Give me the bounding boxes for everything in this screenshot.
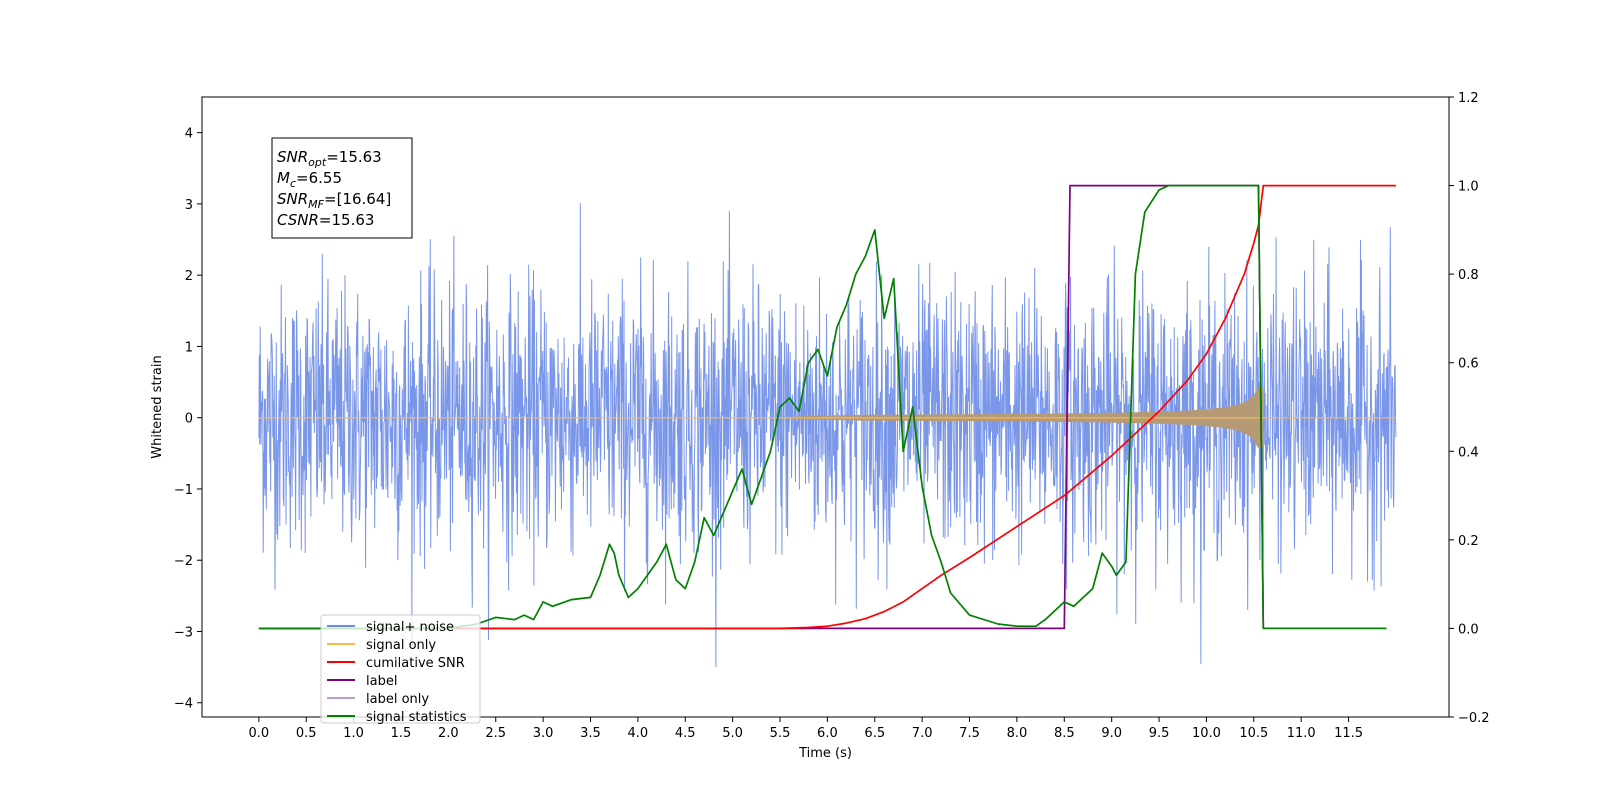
x-tick-label: 0.5 xyxy=(296,726,317,741)
x-tick-label: 9.5 xyxy=(1149,726,1170,741)
y2-tick-label: 0.6 xyxy=(1458,357,1479,372)
y2-tick-label: 0.2 xyxy=(1458,534,1479,549)
legend-entry: label only xyxy=(366,692,429,707)
x-tick-label: 8.5 xyxy=(1054,726,1075,741)
x-tick-label: 5.5 xyxy=(770,726,791,741)
chirp-layer xyxy=(258,387,1396,448)
y2-tick-label: −0.2 xyxy=(1458,711,1490,726)
y2-tick-label: 0.4 xyxy=(1458,445,1479,460)
x-tick-label: 2.5 xyxy=(485,726,506,741)
y2-tick-label: 0.8 xyxy=(1458,268,1479,283)
y2-tick-label: 1.2 xyxy=(1458,91,1479,106)
x-tick-label: 10.5 xyxy=(1239,726,1268,741)
annotation-line: SNR xyxy=(277,148,308,166)
y-tick-label: 1 xyxy=(185,340,193,355)
legend-entry: label xyxy=(366,674,397,689)
y-axis-label: Whitened strain xyxy=(150,355,165,458)
plot-frame xyxy=(201,96,1450,718)
legend-entry: signal statistics xyxy=(366,710,467,725)
y-tick-label: 3 xyxy=(185,198,193,213)
y-tick-label: 0 xyxy=(185,412,193,427)
series-signal-noise-line xyxy=(258,202,1397,668)
y2-tick-label: 0.0 xyxy=(1458,622,1479,637)
x-tick-label: 7.0 xyxy=(912,726,933,741)
y-axis-right: −0.2 0.0 0.2 0.4 0.6 0.8 1.0 1.2 xyxy=(1449,91,1490,726)
legend: signal+ noise signal only cumilative SNR la… xyxy=(320,614,481,725)
x-tick-label: 8.0 xyxy=(1007,726,1028,741)
annotation-box: SNRopt=15.63 Mc=6.55 SNRMF=[16.64] CSNR=15.… xyxy=(271,137,413,239)
series-cumilative-snr-line xyxy=(258,184,1396,630)
x-axis-label: Time (s) xyxy=(798,746,852,761)
y-tick-label: 2 xyxy=(185,269,193,284)
y-tick-label: 4 xyxy=(185,127,193,142)
x-tick-label: 5.0 xyxy=(722,726,743,741)
annotation-line: M xyxy=(277,169,290,187)
x-tick-label: 10.0 xyxy=(1192,726,1221,741)
right-axis-lines-layer xyxy=(258,184,1396,630)
x-tick-label: 3.0 xyxy=(533,726,554,741)
x-tick-label: 3.5 xyxy=(580,726,601,741)
y-tick-label: −3 xyxy=(174,625,193,640)
annotation-line: CSNR xyxy=(277,211,319,229)
y-axis-left: −4 −3 −2 −1 0 1 2 3 4 xyxy=(174,127,202,712)
legend-entry: signal only xyxy=(366,638,436,653)
y-tick-label: −4 xyxy=(174,697,193,712)
x-tick-label: 1.5 xyxy=(391,726,412,741)
y2-tick-label: 1.0 xyxy=(1458,180,1479,195)
legend-entry: signal+ noise xyxy=(366,620,454,635)
annotation-line: SNR xyxy=(277,190,308,208)
series-signal-statistics-line xyxy=(258,184,1387,630)
y-tick-label: −2 xyxy=(174,554,193,569)
x-tick-label: 4.5 xyxy=(675,726,696,741)
x-tick-label: 11.0 xyxy=(1287,726,1316,741)
noise-layer xyxy=(258,202,1397,668)
x-tick-label: 0.0 xyxy=(249,726,270,741)
x-tick-label: 9.0 xyxy=(1101,726,1122,741)
x-tick-label: 6.5 xyxy=(864,726,885,741)
x-axis: 0.0 0.5 1.0 1.5 2.0 2.5 3.0 3.5 4.0 4.5 5.0 5.5 6.0 6… xyxy=(249,717,1363,741)
x-tick-label: 11.5 xyxy=(1334,726,1363,741)
x-tick-label: 1.0 xyxy=(343,726,364,741)
x-tick-label: 7.5 xyxy=(959,726,980,741)
x-tick-label: 6.0 xyxy=(817,726,838,741)
y-tick-label: −1 xyxy=(174,483,193,498)
x-tick-label: 2.0 xyxy=(438,726,459,741)
legend-entry: cumilative SNR xyxy=(366,656,465,671)
x-tick-label: 4.0 xyxy=(628,726,649,741)
